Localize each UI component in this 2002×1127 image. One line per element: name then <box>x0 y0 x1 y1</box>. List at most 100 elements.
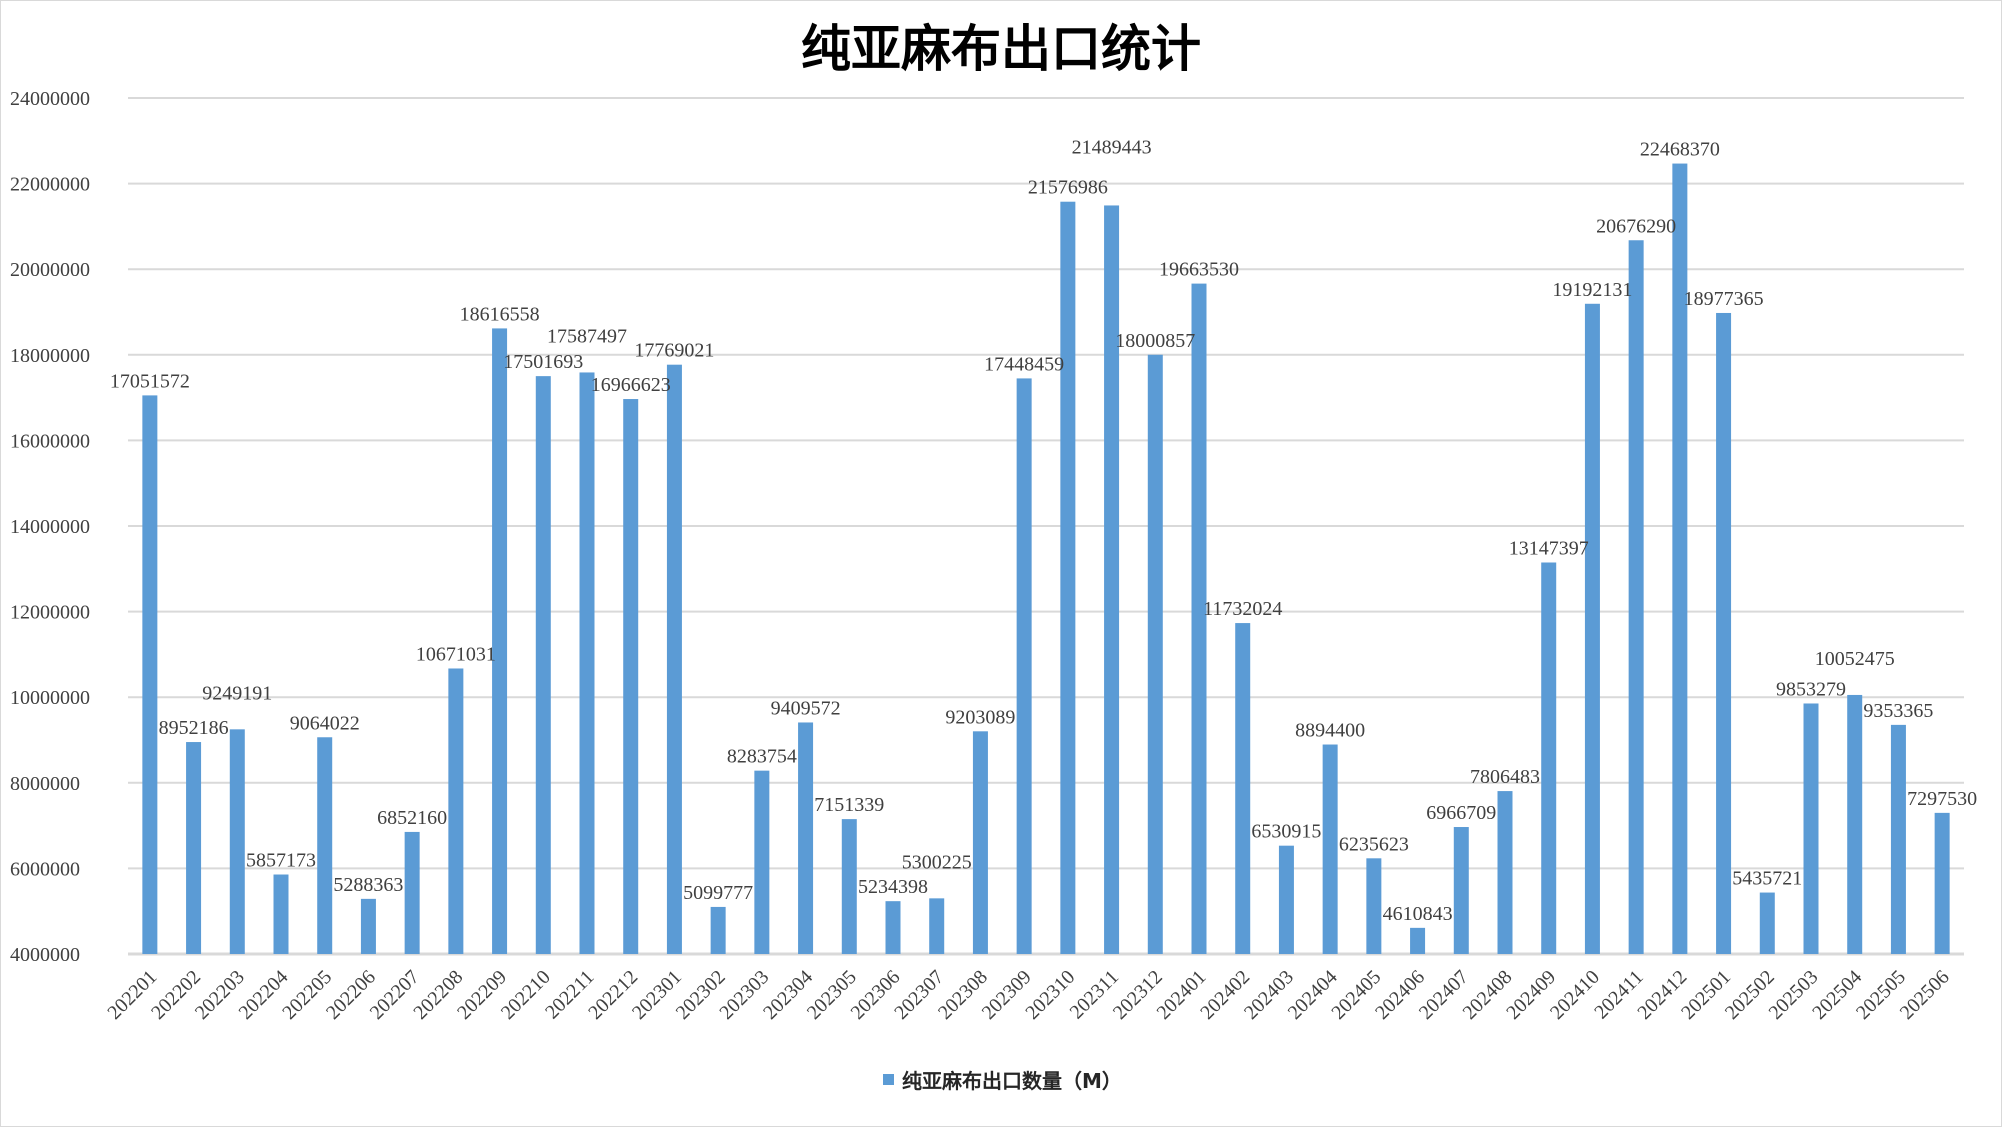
bar <box>360 898 376 954</box>
legend: 纯亚麻布出口数量（M） <box>883 1069 1122 1093</box>
data-label: 8283754 <box>727 746 797 768</box>
data-label: 5288363 <box>333 874 403 896</box>
data-label: 9249191 <box>202 682 272 704</box>
data-label: 6966709 <box>1426 802 1496 824</box>
data-label: 18000857 <box>1115 330 1195 352</box>
data-label: 9353365 <box>1863 700 1933 722</box>
x-tick-label: 202410 <box>1546 966 1604 1024</box>
y-tick-label: 8000000 <box>10 773 80 795</box>
gridlines <box>128 97 1964 956</box>
bar <box>1191 283 1207 954</box>
data-label: 10671031 <box>416 643 496 665</box>
bar <box>1890 724 1906 954</box>
y-tick-label: 24000000 <box>10 88 90 110</box>
bar <box>229 729 245 954</box>
bar <box>1278 845 1294 954</box>
data-label: 17587497 <box>547 325 627 347</box>
y-tick-label: 22000000 <box>10 174 90 196</box>
y-tick-label: 14000000 <box>10 516 90 538</box>
data-label: 13147397 <box>1509 537 1589 559</box>
data-label: 9853279 <box>1776 678 1846 700</box>
data-label: 8894400 <box>1295 720 1365 742</box>
bar <box>186 742 202 954</box>
data-label: 7806483 <box>1470 766 1540 788</box>
bar <box>1322 744 1338 954</box>
y-tick-label: 4000000 <box>10 944 80 966</box>
bar <box>1104 205 1120 954</box>
bar <box>972 731 988 954</box>
y-tick-label: 18000000 <box>10 345 90 367</box>
chart-title: 纯亚麻布出口统计 <box>801 20 1201 78</box>
data-label: 9064022 <box>290 712 360 734</box>
bar <box>404 831 420 954</box>
bar <box>885 901 901 954</box>
data-label: 5099777 <box>683 882 753 904</box>
x-tick-label: 202506 <box>1896 966 1954 1024</box>
bar <box>754 770 770 954</box>
data-label: 7151339 <box>814 794 884 816</box>
data-labels: 17051572 8952186 9249191 5857173 9064022 5288… <box>110 136 1977 924</box>
legend-swatch <box>883 1074 894 1085</box>
bar <box>1410 927 1426 954</box>
data-label: 20676290 <box>1596 215 1676 237</box>
data-label: 17769021 <box>634 340 714 362</box>
bar <box>1584 303 1600 954</box>
data-label: 16966623 <box>591 374 671 396</box>
data-label: 17501693 <box>503 351 583 373</box>
bar <box>666 364 682 954</box>
bar <box>317 737 333 954</box>
bar <box>1847 694 1863 954</box>
data-label: 19663530 <box>1159 259 1239 281</box>
bar <box>710 906 726 954</box>
y-tick-label: 20000000 <box>10 259 90 281</box>
bar <box>142 395 158 955</box>
bar <box>1759 892 1775 954</box>
bar <box>1016 378 1032 954</box>
bar <box>623 399 639 954</box>
data-label: 19192131 <box>1552 279 1632 301</box>
data-label: 6852160 <box>377 807 447 829</box>
data-label: 8952186 <box>159 717 229 739</box>
bar <box>798 722 814 954</box>
y-axis: 4000000 6000000 8000000 10000000 12000000 140… <box>10 88 90 966</box>
bar <box>1803 703 1819 954</box>
data-label: 7297530 <box>1907 788 1977 810</box>
bar <box>1628 240 1644 955</box>
data-label: 5234398 <box>858 876 928 898</box>
x-tick-label: 202210 <box>497 966 555 1024</box>
bar <box>1147 354 1163 954</box>
y-tick-label: 16000000 <box>10 430 90 452</box>
bar <box>1366 858 1382 954</box>
data-label: 9409572 <box>771 697 841 719</box>
bars <box>142 163 1950 955</box>
bar <box>1541 562 1557 954</box>
bar <box>1672 163 1688 954</box>
data-label: 11732024 <box>1203 598 1282 620</box>
bar <box>929 898 945 954</box>
bar <box>1716 312 1732 955</box>
legend-label: 纯亚麻布出口数量（M） <box>902 1069 1122 1093</box>
bar <box>579 372 595 954</box>
bar <box>1453 827 1469 954</box>
data-label: 18977365 <box>1684 288 1764 310</box>
bar <box>273 874 289 954</box>
data-label: 17051572 <box>110 370 190 392</box>
bar <box>448 668 464 954</box>
bar <box>1235 623 1251 954</box>
data-label: 5857173 <box>246 850 316 872</box>
data-label: 5435721 <box>1732 868 1802 890</box>
bar <box>841 819 857 954</box>
data-label: 10052475 <box>1815 648 1895 670</box>
data-label: 9203089 <box>945 706 1015 728</box>
bar <box>535 376 551 954</box>
data-label: 17448459 <box>984 353 1064 375</box>
x-axis: 2022012022022022032022042022052022062022… <box>103 966 1953 1024</box>
data-label: 21576986 <box>1028 177 1108 199</box>
data-label: 6235623 <box>1339 833 1409 855</box>
y-tick-label: 6000000 <box>10 858 80 880</box>
data-label: 22468370 <box>1640 139 1720 161</box>
bar <box>492 328 508 954</box>
bar <box>1934 812 1950 954</box>
data-label: 18616558 <box>460 303 540 325</box>
